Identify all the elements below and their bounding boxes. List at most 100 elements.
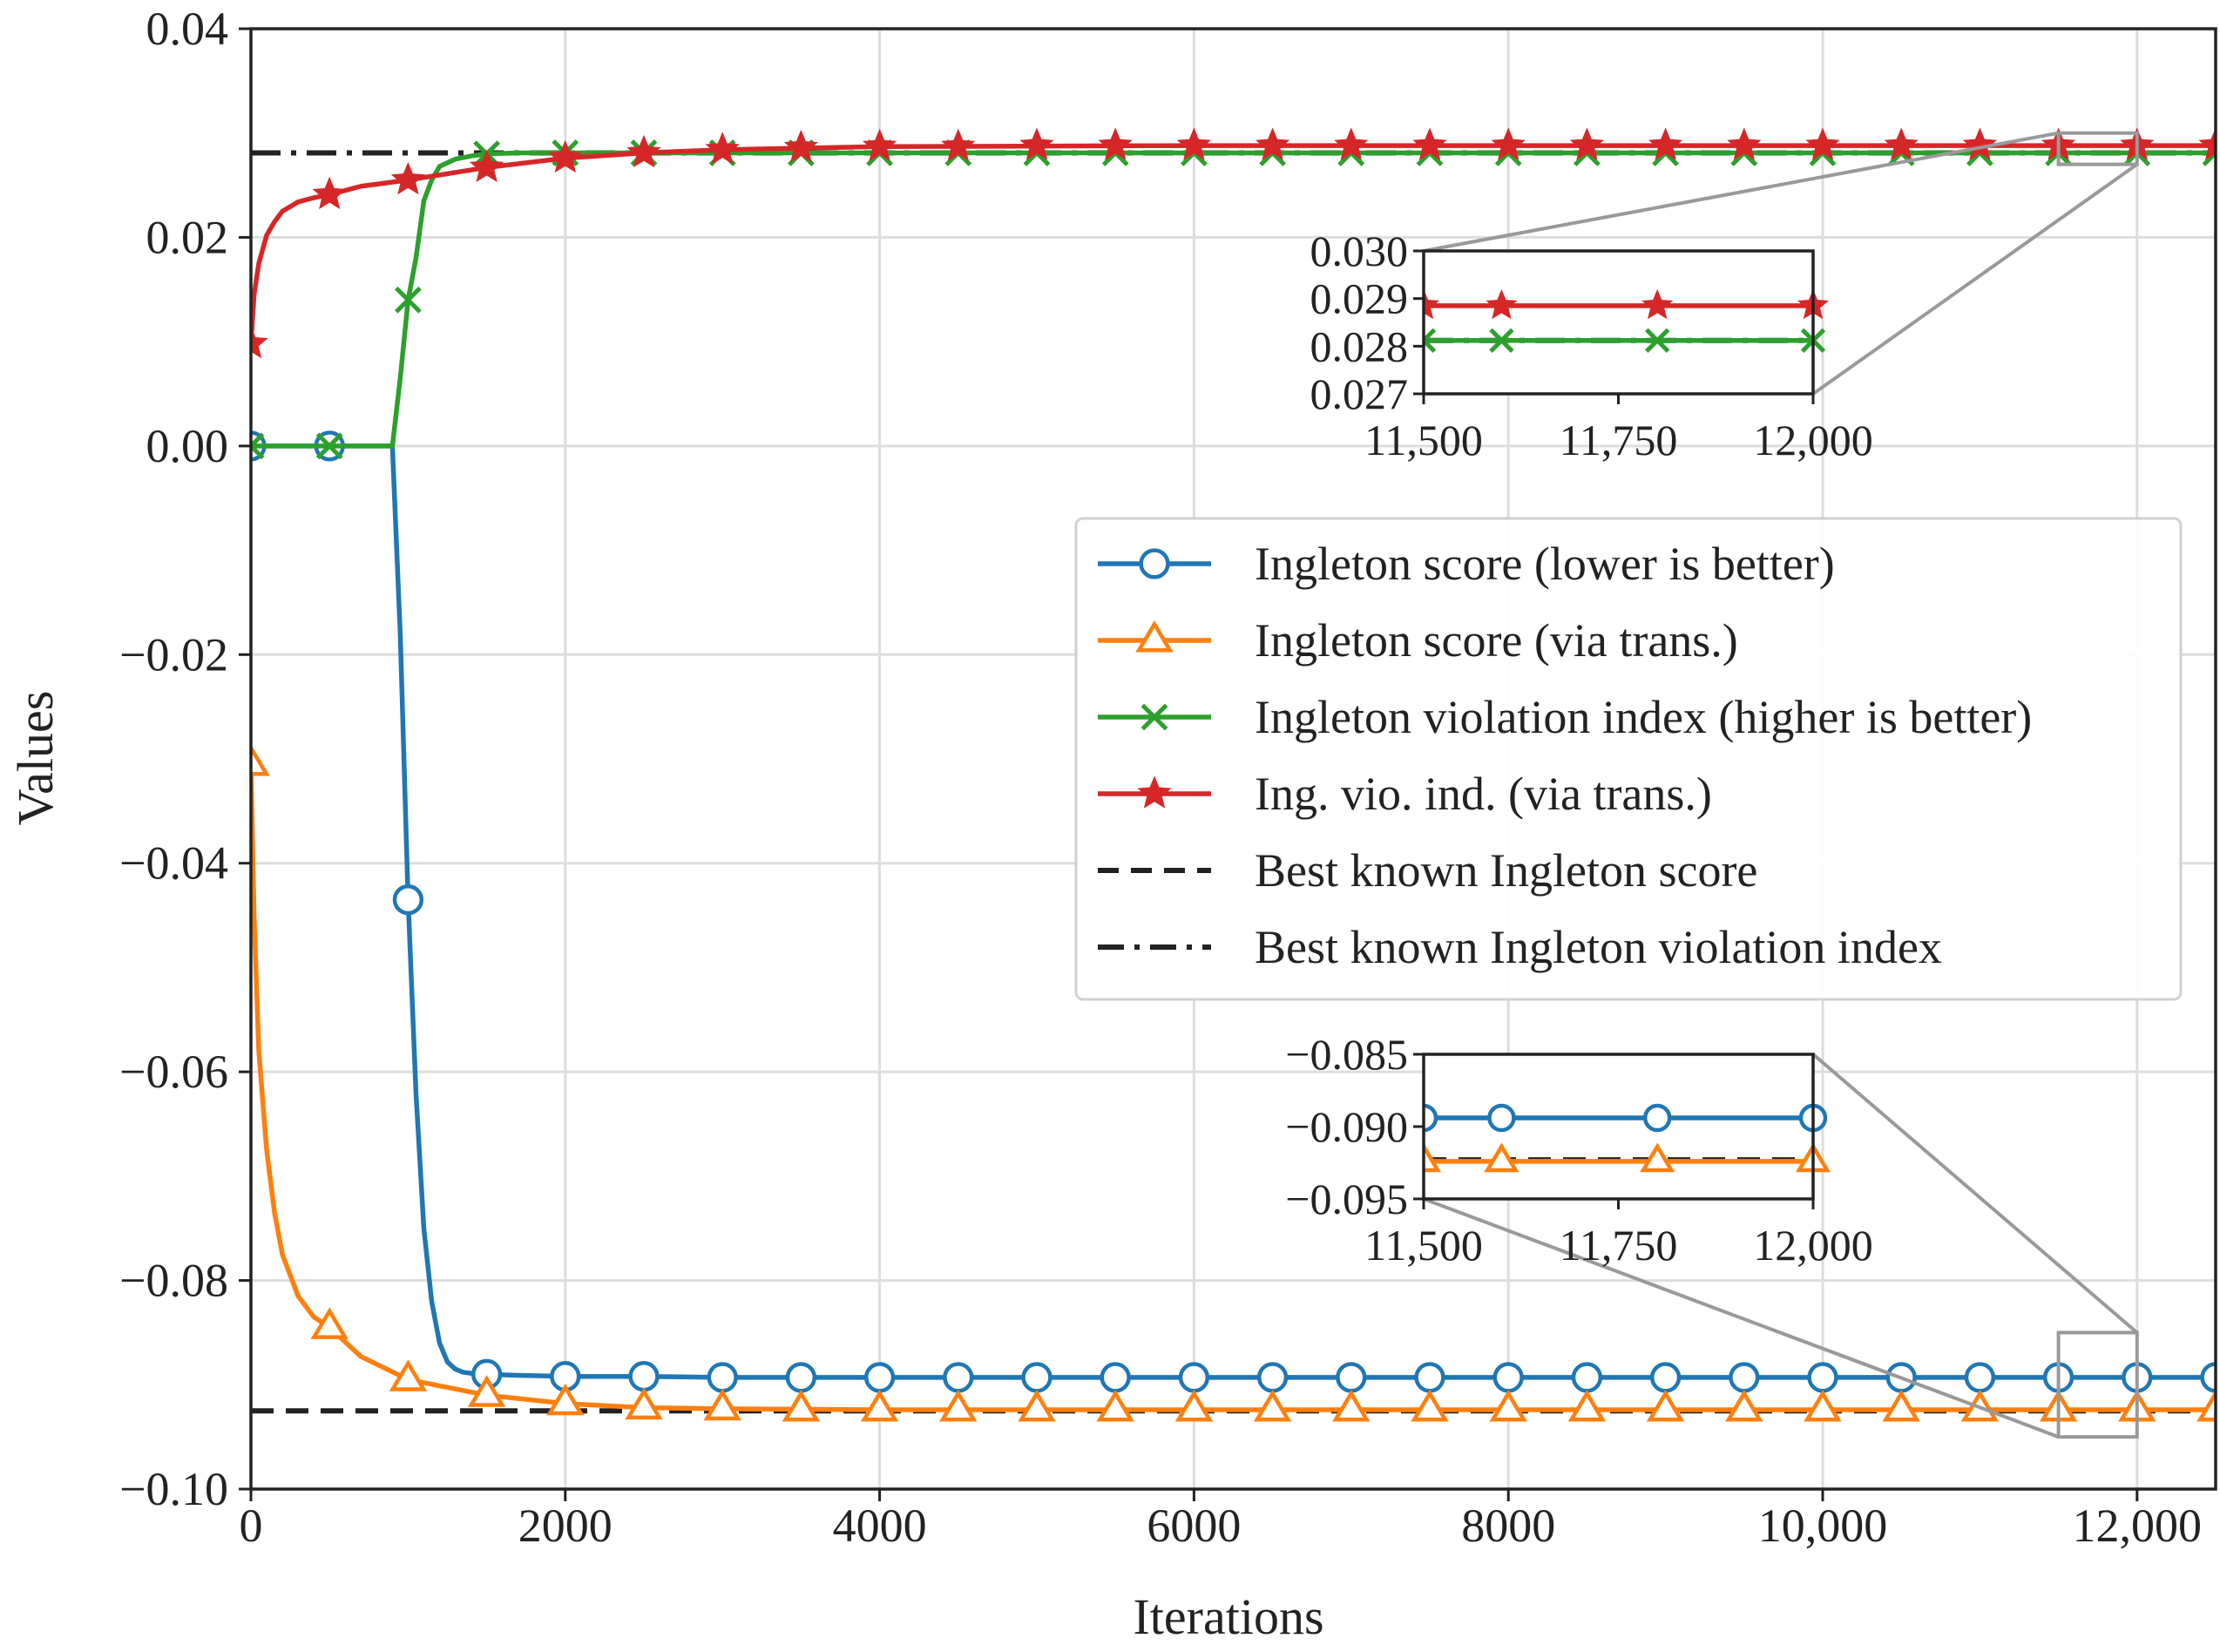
legend-marker: [1140, 703, 1168, 731]
marker-ing-vio-ind-via-trans: [1805, 127, 1840, 160]
marker-ingleton-violation-index-higher-is-better: [251, 432, 265, 460]
marker-ingleton-score-lower-is-better: [785, 1362, 817, 1393]
legend-box: [1074, 517, 2183, 1001]
inset-x-tick-label: 11,750: [1560, 1221, 1678, 1269]
inset-marker-ingleton-score-via-trans: [1484, 1142, 1519, 1173]
zoom-connector: [1423, 131, 2059, 253]
x-tick-label: 6000: [1147, 1500, 1241, 1552]
marker-ingleton-score-lower-is-better: [863, 1362, 896, 1393]
zoom-connector: [1811, 162, 2138, 396]
marker-ingleton-score-lower-is-better: [1807, 1362, 1838, 1393]
inset-x-tick-label: 12,000: [1753, 1221, 1873, 1269]
marker-ing-vio-ind-via-trans: [2198, 127, 2216, 160]
y-tick-label: −0.04: [119, 837, 228, 890]
marker-ing-vio-ind-via-trans: [1334, 127, 1369, 160]
marker-ing-vio-ind-via-trans: [1569, 127, 1605, 160]
legend-label: Ingleton score (lower is better): [1255, 538, 1835, 590]
y-tick-label: −0.10: [119, 1463, 228, 1515]
marker-ing-vio-ind-via-trans: [1098, 127, 1133, 160]
zoom-region-lower-zoom: [1423, 1053, 2139, 1439]
line-ingleton-score-via-trans: [251, 763, 2216, 1412]
marker-ingleton-score-via-trans: [1332, 1389, 1371, 1422]
zoom-region-upper-zoom: [1423, 131, 2139, 396]
marker-ingleton-score-via-trans: [860, 1389, 899, 1422]
legend-label: Best known Ingleton violation index: [1255, 921, 1942, 973]
marker-ingleton-score-via-trans: [625, 1387, 663, 1420]
y-tick-label: 0.00: [146, 420, 229, 472]
x-tick-label: 10,000: [1758, 1500, 1888, 1552]
inset-series: [1424, 288, 1830, 353]
marker-ingleton-score-lower-is-better: [1964, 1362, 1996, 1393]
marker-ingleton-score-via-trans: [1725, 1389, 1763, 1422]
line-ing-vio-ind-via-trans: [251, 143, 2216, 344]
marker-ingleton-score-lower-is-better: [392, 884, 424, 916]
marker-ing-vio-ind-via-trans: [1176, 127, 1212, 160]
inset-marker-ingleton-violation-index-higher-is-better: [1489, 328, 1514, 353]
marker-ingleton-score-lower-is-better: [2200, 1362, 2216, 1393]
marker-ing-vio-ind-via-trans: [626, 134, 661, 168]
marker-ingleton-score-via-trans: [1096, 1389, 1134, 1422]
x-tick-label: 12,000: [2073, 1500, 2203, 1552]
marker-ing-vio-ind-via-trans: [862, 128, 897, 162]
plot-frame: [249, 27, 2217, 1491]
inset-y-tick-label: −0.090: [1285, 1102, 1408, 1151]
x-axis-label: Iterations: [1133, 1588, 1323, 1645]
inset-marker-ingleton-score-via-trans: [1640, 1142, 1675, 1173]
marker-ingleton-score-via-trans: [1411, 1389, 1449, 1422]
marker-ingleton-score-via-trans: [2196, 1389, 2216, 1422]
marker-ing-vio-ind-via-trans: [1019, 127, 1054, 160]
legend-marker: [1135, 620, 1174, 653]
marker-ing-vio-ind-via-trans: [783, 129, 819, 163]
inset-marker-ingleton-score-lower-is-better: [1487, 1103, 1516, 1133]
y-axis-label: Values: [7, 691, 64, 826]
legend-entry-ing-vio-ind-via-trans: Ing. vio. ind. (via trans.): [1098, 768, 1712, 820]
marker-ingleton-score-lower-is-better: [943, 1362, 974, 1393]
inset-marker-ingleton-violation-index-higher-is-better: [1645, 328, 1670, 353]
inset-marker-ingleton-score-lower-is-better: [1642, 1103, 1672, 1133]
x-tick-label: 0: [240, 1500, 263, 1552]
marker-ingleton-score-via-trans: [1253, 1389, 1292, 1422]
legend-entry-best-known-ingleton-score: Best known Ingleton score: [1098, 844, 1757, 897]
y-tick-label: −0.08: [119, 1255, 228, 1307]
marker-ingleton-score-lower-is-better: [1336, 1362, 1367, 1393]
inset-x-tick-label: 11,500: [1364, 416, 1483, 464]
zoom-box: [2056, 131, 2139, 166]
inset-y-tick-label: 0.029: [1310, 274, 1409, 323]
x-tick-label: 8000: [1461, 1500, 1555, 1552]
marker-ingleton-score-lower-is-better: [1256, 1362, 1289, 1393]
marker-ingleton-score-lower-is-better: [628, 1361, 660, 1392]
marker-ingleton-score-via-trans: [546, 1383, 585, 1416]
marker-ingleton-score-lower-is-better: [1100, 1362, 1131, 1393]
marker-ingleton-score-via-trans: [1804, 1389, 1842, 1422]
inset-y-tick-label: −0.085: [1285, 1030, 1408, 1079]
legend: Ingleton score (lower is better) Ingleton…: [1074, 517, 2183, 1001]
marker-ingleton-score-via-trans: [1646, 1389, 1685, 1422]
marker-ingleton-score-via-trans: [1567, 1389, 1607, 1422]
inset-y-tick-label: 0.030: [1310, 227, 1409, 275]
marker-ing-vio-ind-via-trans: [1412, 127, 1447, 160]
marker-ingleton-score-via-trans: [1018, 1389, 1056, 1422]
y-tick-label: 0.02: [146, 211, 229, 263]
marker-ing-vio-ind-via-trans: [941, 128, 976, 162]
zoom-connector: [1811, 1053, 2139, 1334]
inset-x-tick-label: 11,750: [1560, 416, 1678, 464]
x-tick-label: 4000: [833, 1500, 927, 1552]
marker-ing-vio-ind-via-trans: [251, 325, 268, 359]
legend-marker: [1139, 548, 1170, 579]
legend-entry-ingleton-score-lower-is-better: Ingleton score (lower is better): [1098, 538, 1835, 590]
inset-marker-ing-vio-ind-via-trans: [1641, 288, 1674, 320]
inset-y-tick-label: −0.095: [1285, 1175, 1408, 1223]
legend-marker: [1137, 775, 1172, 809]
marker-ingleton-score-via-trans: [467, 1375, 506, 1407]
marker-ingleton-score-via-trans: [939, 1389, 978, 1422]
marker-ing-vio-ind-via-trans: [548, 139, 583, 173]
marker-ingleton-score-lower-is-better: [1414, 1362, 1445, 1393]
inset-marker-ingleton-violation-index-higher-is-better: [1424, 328, 1437, 353]
marker-ing-vio-ind-via-trans: [1962, 127, 1998, 160]
series-group: [251, 127, 2216, 1422]
inset-x-tick-label: 11,500: [1364, 1221, 1483, 1269]
marker-ingleton-score-via-trans: [782, 1389, 821, 1422]
legend-entry-ingleton-violation-index-higher-is-better: Ingleton violation index (higher is bett…: [1098, 691, 2032, 743]
legend-entry-ingleton-score-via-trans: Ingleton score (via trans.): [1098, 614, 1738, 667]
inset-lower-zoom: 11,500 11,750 12,000 −0.085 −0.090 −0.095: [1285, 1030, 1872, 1269]
